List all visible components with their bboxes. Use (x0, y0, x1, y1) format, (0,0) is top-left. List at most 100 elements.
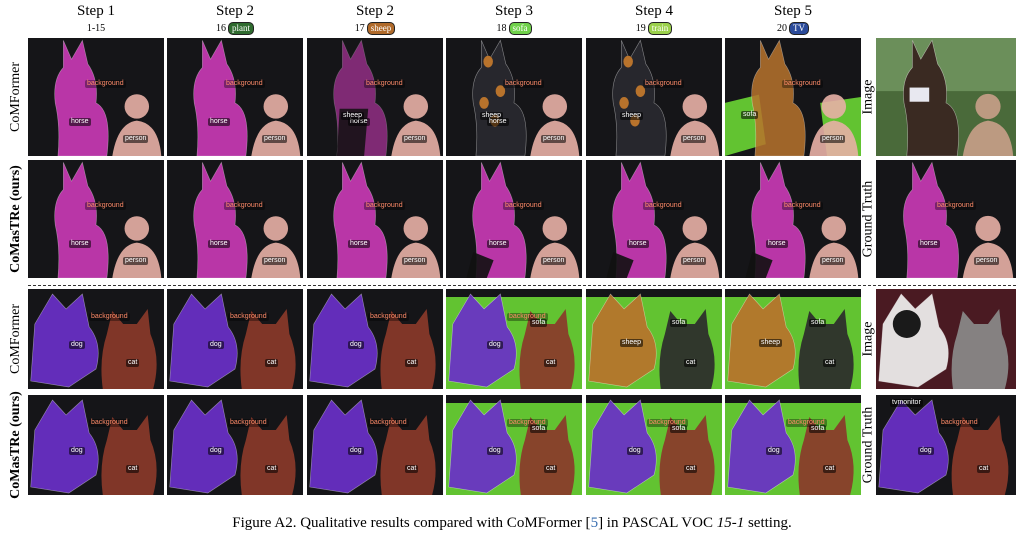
column-step-label: Step 1 (77, 3, 115, 19)
segmentation-canvas (586, 395, 722, 495)
figure-caption: Figure A2. Qualitative results compared … (0, 514, 1024, 532)
region-label-horse: horse (766, 240, 788, 248)
sheep-spot (619, 97, 629, 109)
horse-mask (612, 161, 667, 278)
region-label-dog: dog (487, 341, 503, 349)
region-label-horse: horse (487, 240, 509, 248)
region-label-cat: cat (544, 359, 558, 367)
region-label-sheep: sheep (620, 112, 644, 120)
horse-mask (333, 161, 388, 278)
sheep-spot (495, 85, 506, 97)
segmentation-result: background sheep horse person (446, 38, 582, 156)
segmentation-result: background dog cat (307, 289, 443, 389)
region-label-horse: horse (627, 240, 649, 248)
cat-mask (380, 309, 436, 389)
row-label-text: CoMFormer (8, 62, 23, 132)
region-label-sheep: sheep (341, 112, 365, 120)
input-image (876, 38, 1016, 156)
class-index: 16 (216, 23, 226, 34)
column-header: Step 1 1-15 (26, 2, 166, 36)
region-label-dog: dog (348, 447, 364, 455)
caption-setting: 15-1 (716, 515, 745, 531)
cat-mask (798, 415, 854, 495)
segmentation-result: background dog cat (28, 289, 164, 389)
cat-mask (101, 415, 157, 495)
right-label-image-dog: Image (858, 289, 878, 389)
horse-bridle (909, 87, 930, 102)
region-label-horse: horse (348, 240, 370, 248)
caption-reference-link[interactable]: 5 (590, 515, 599, 531)
region-label-background: background (228, 419, 269, 427)
column-header: Step 5 20 TV (723, 2, 863, 36)
row-label-text: CoMFormer (8, 304, 23, 374)
sheep-spot (483, 55, 493, 68)
column-class-label: 18 sofa (444, 22, 584, 36)
region-label-sofa: sofa (530, 425, 548, 433)
region-label-cat: cat (544, 465, 558, 473)
column-header: Step 2 16 plant (165, 2, 305, 36)
person-head-mask (975, 215, 1001, 242)
class-name-badge: sheep (366, 22, 396, 35)
region-label-person: person (123, 135, 149, 143)
sheep-spot (623, 55, 633, 68)
horse-mask (472, 161, 527, 278)
region-label-background: background (939, 419, 980, 427)
region-label-horse: horse (487, 118, 509, 126)
segmentation-result: background horse person (28, 160, 164, 278)
right-label-text: Ground Truth (860, 406, 876, 484)
caption-middle: ] in PASCAL VOC (598, 515, 717, 531)
dog-mask (30, 399, 99, 494)
right-label-gt-dog: Ground Truth (858, 395, 878, 495)
segmentation-result: background sofa dog cat (725, 395, 861, 495)
cat-mask (380, 415, 436, 495)
person-body-mask (962, 120, 1014, 156)
person-head-mask (403, 94, 429, 119)
segmentation-canvas (307, 395, 443, 495)
segmentation-result: background horse person (167, 38, 303, 156)
region-label-sofa: sofa (670, 425, 688, 433)
cat-mask (659, 415, 715, 495)
region-label-background: background (643, 80, 684, 88)
region-label-horse: horse (208, 240, 230, 248)
class-index: 18 (496, 23, 507, 34)
scene-foliage (876, 38, 1016, 92)
row-label-comformer-dog: CoMFormer (6, 289, 26, 389)
segmentation-canvas (586, 38, 722, 156)
segmentation-canvas (725, 289, 861, 389)
dog-mask (169, 399, 238, 494)
segmentation-result: background dog cat (167, 395, 303, 495)
segmentation-result: background sofa dog cat (446, 395, 582, 495)
person-head-mask (821, 216, 847, 241)
region-label-background: background (507, 313, 548, 321)
right-label-image-horse: Image (858, 38, 878, 156)
segmentation-result: background dog cat (28, 395, 164, 495)
cat-mask (659, 309, 715, 389)
region-label-background: background (89, 313, 130, 321)
column-step-label: Step 4 (635, 3, 673, 19)
segmentation-result: background horse person (725, 160, 861, 278)
segmentation-canvas (28, 289, 164, 389)
row-label-comformer-horse: CoMFormer (6, 38, 26, 156)
region-label-horse: horse (208, 118, 230, 126)
missed-region (745, 252, 773, 278)
region-label-sheep: sheep (480, 112, 504, 120)
region-label-sheep: sheep (759, 339, 783, 347)
segmentation-result: background horse person (586, 160, 722, 278)
region-label-cat: cat (265, 465, 279, 473)
region-label-horse: horse (918, 240, 940, 248)
region-label-sofa: sofa (741, 111, 759, 119)
region-label-sofa: sofa (809, 319, 827, 327)
caption-prefix: Figure A2. Qualitative results compared … (232, 515, 591, 531)
class-index: 17 (354, 23, 365, 34)
column-header: Step 3 18 sofa (444, 2, 584, 36)
input-image (876, 289, 1016, 389)
region-label-dog: dog (627, 447, 643, 455)
region-label-dog: dog (208, 447, 224, 455)
region-label-background: background (85, 202, 126, 210)
region-label-cat: cat (684, 359, 698, 367)
caption-suffix: setting. (744, 515, 792, 531)
dog-mask (727, 399, 796, 494)
region-label-cat: cat (684, 465, 698, 473)
ground-truth-mask: background horse person (876, 160, 1016, 278)
segmentation-result: background horse person (446, 160, 582, 278)
